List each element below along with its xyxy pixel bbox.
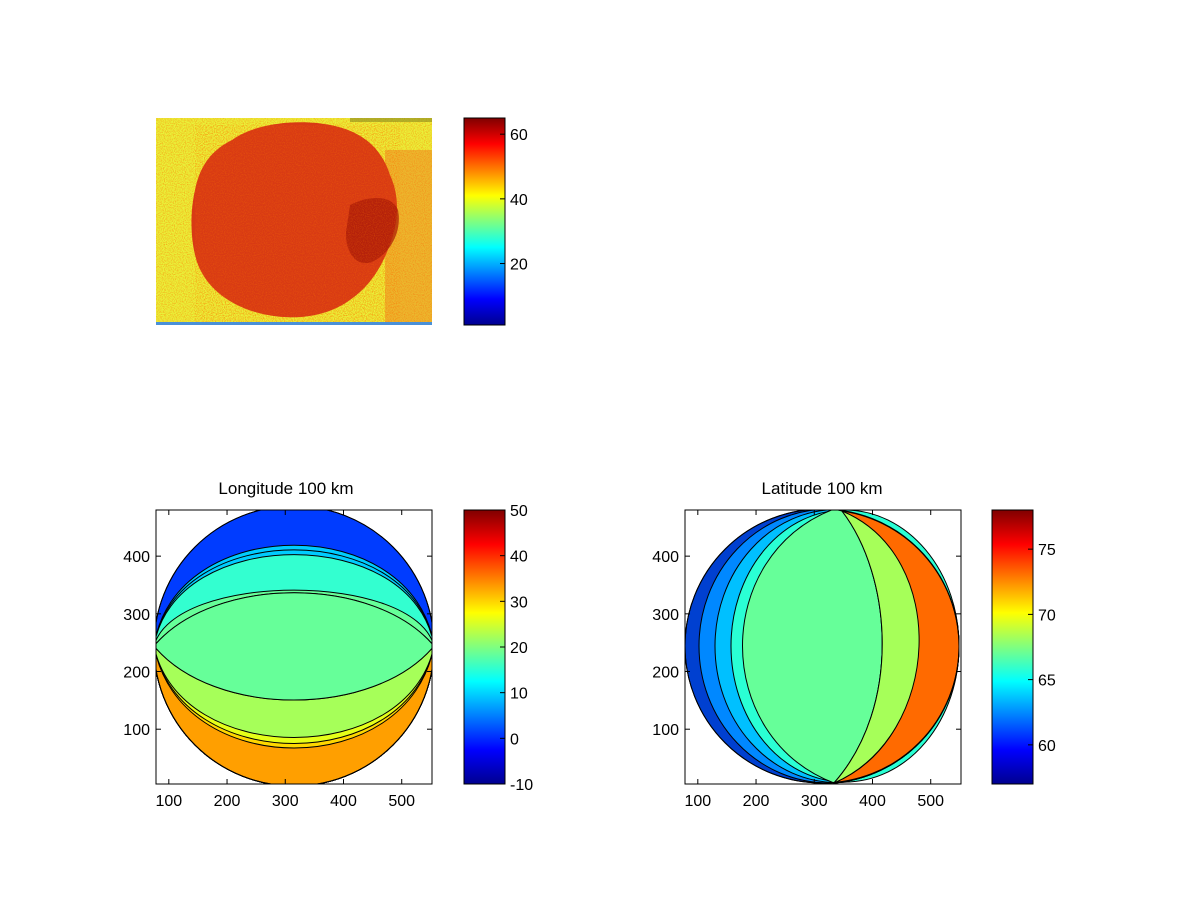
longitude-xtick-label: 100 [155,793,182,810]
longitude-axes-frame [155,509,433,785]
colorbar-latitude-frame [991,509,1034,785]
latitude-ytick-label: 100 [652,722,679,739]
latitude-axis-ticks: 100 200 300 400 500 100 200 300 400 [652,510,961,810]
colorbar-longitude-tick-label: 0 [510,731,519,748]
colorbar-latitude: 60 65 70 75 [991,509,1056,785]
latitude-title: Latitude 100 km [762,479,883,498]
colorbar-longitude-tick-label: -10 [510,777,533,794]
colorbar-top: 20 40 60 [463,117,528,326]
colorbar-top-gradient [464,118,505,325]
longitude-xtick-label: 500 [388,793,415,810]
colorbar-longitude-gradient [464,510,505,784]
latitude-plot: Latitude 100 km 100 200 300 400 500 100 200 300… [652,479,962,810]
image-bottom-strip [156,322,432,325]
longitude-xtick-label: 300 [272,793,299,810]
colorbar-top-tick-label: 40 [510,192,528,209]
colorbar-latitude-tick-label: 75 [1038,542,1056,559]
longitude-plot: Longitude 100 km 100 200 300 400 500 100 200 30… [123,479,433,810]
longitude-xtick-label: 400 [330,793,357,810]
latitude-disc-outline [685,510,960,784]
colorbar-latitude-tick-label: 70 [1038,607,1056,624]
latitude-xtick-label: 100 [684,793,711,810]
latitude-ytick-label: 400 [652,549,679,566]
colorbar-top-frame [463,117,506,326]
latitude-band [833,510,920,784]
longitude-title: Longitude 100 km [218,479,353,498]
colorbar-longitude-ticks: -10 0 10 20 30 40 50 [500,503,533,794]
latitude-ytick-label: 300 [652,607,679,624]
latitude-xtick-label: 200 [743,793,770,810]
latitude-ytick-label: 200 [652,665,679,682]
colorbar-latitude-tick-label: 60 [1038,738,1056,755]
colorbar-latitude-gradient [992,510,1033,784]
colorbar-longitude-tick-label: 30 [510,594,528,611]
latitude-xtick-label: 400 [859,793,886,810]
longitude-contour-bands [156,510,432,784]
latitude-xtick-label: 300 [801,793,828,810]
colorbar-longitude-tick-label: 40 [510,549,528,566]
latitude-xtick-label: 500 [917,793,944,810]
colorbar-longitude-tick-label: 20 [510,640,528,657]
colorbar-latitude-tick-label: 65 [1038,673,1056,690]
colorbar-longitude-tick-label: 10 [510,686,528,703]
longitude-axis-ticks: 100 200 300 400 500 100 200 300 400 [123,510,432,810]
colorbar-top-ticks: 20 40 60 [500,127,528,274]
colorbar-latitude-ticks: 60 65 70 75 [1028,542,1056,755]
longitude-ytick-label: 200 [123,665,150,682]
colorbar-longitude-tick-label: 50 [510,503,528,520]
colorbar-top-tick-label: 60 [510,127,528,144]
longitude-ytick-label: 100 [123,722,150,739]
latitude-axes-frame [684,509,962,785]
longitude-ytick-label: 400 [123,549,150,566]
longitude-xtick-label: 200 [214,793,241,810]
image-blob-texture [195,125,400,322]
longitude-band [156,592,432,701]
image-top-strip [350,118,432,122]
colorbar-top-tick-label: 20 [510,257,528,274]
colorbar-longitude: -10 0 10 20 30 40 50 [463,503,533,794]
latitude-contour-bands [685,510,960,784]
image-panel [156,118,432,325]
longitude-ytick-label: 300 [123,607,150,624]
